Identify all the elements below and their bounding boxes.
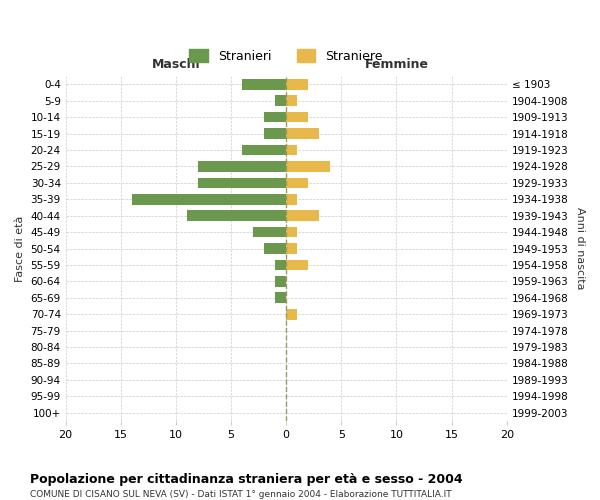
Bar <box>286 112 308 122</box>
Bar <box>275 260 286 270</box>
Bar <box>275 292 286 303</box>
Text: Popolazione per cittadinanza straniera per età e sesso - 2004: Popolazione per cittadinanza straniera p… <box>30 472 463 486</box>
Bar <box>187 210 286 221</box>
Y-axis label: Anni di nascita: Anni di nascita <box>575 208 585 290</box>
Bar <box>286 178 308 188</box>
Text: Maschi: Maschi <box>152 58 200 71</box>
Bar <box>264 112 286 122</box>
Bar <box>132 194 286 204</box>
Bar <box>264 243 286 254</box>
Bar <box>242 144 286 156</box>
Bar <box>286 227 297 237</box>
Bar <box>286 79 308 90</box>
Bar <box>286 260 308 270</box>
Text: COMUNE DI CISANO SUL NEVA (SV) - Dati ISTAT 1° gennaio 2004 - Elaborazione TUTTI: COMUNE DI CISANO SUL NEVA (SV) - Dati IS… <box>30 490 452 499</box>
Bar <box>242 79 286 90</box>
Bar <box>286 210 319 221</box>
Bar <box>198 161 286 172</box>
Y-axis label: Fasce di età: Fasce di età <box>15 216 25 282</box>
Bar <box>286 309 297 320</box>
Bar <box>286 194 297 204</box>
Text: Femmine: Femmine <box>364 58 428 71</box>
Bar <box>286 144 297 156</box>
Bar <box>275 276 286 286</box>
Bar <box>286 161 331 172</box>
Bar <box>286 96 297 106</box>
Bar <box>253 227 286 237</box>
Legend: Stranieri, Straniere: Stranieri, Straniere <box>184 44 388 68</box>
Bar <box>286 243 297 254</box>
Bar <box>198 178 286 188</box>
Bar <box>286 128 319 139</box>
Bar <box>275 96 286 106</box>
Bar <box>264 128 286 139</box>
